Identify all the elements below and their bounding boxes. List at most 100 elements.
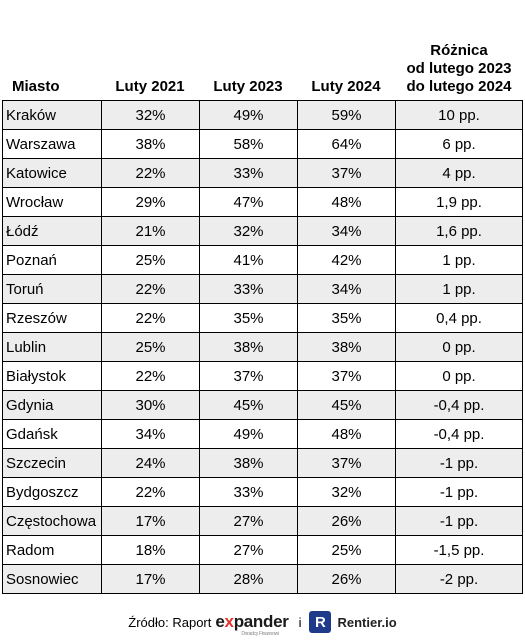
cell-city: Katowice: [2, 159, 102, 187]
cell-difference: -1 pp.: [396, 478, 523, 506]
cell-city: Szczecin: [2, 449, 102, 477]
cell-city: Toruń: [2, 275, 102, 303]
cell-city: Sosnowiec: [2, 565, 102, 593]
table-row: Bydgoszcz 22% 33% 32% -1 pp.: [2, 478, 523, 507]
cell-feb-2023: 33%: [200, 478, 298, 506]
cell-feb-2021: 22%: [102, 478, 200, 506]
cell-city: Lublin: [2, 333, 102, 361]
cell-difference: 0 pp.: [396, 333, 523, 361]
table-row: Katowice 22% 33% 37% 4 pp.: [2, 159, 523, 188]
table-row: Lublin 25% 38% 38% 0 pp.: [2, 333, 523, 362]
cell-difference: -1 pp.: [396, 507, 523, 535]
cell-feb-2024: 48%: [298, 420, 396, 448]
table-row: Białystok 22% 37% 37% 0 pp.: [2, 362, 523, 391]
cell-feb-2021: 34%: [102, 420, 200, 448]
cell-feb-2023: 45%: [200, 391, 298, 419]
header-feb-2021: Luty 2021: [115, 78, 185, 95]
cell-feb-2021: 30%: [102, 391, 200, 419]
table-row: Częstochowa 17% 27% 26% -1 pp.: [2, 507, 523, 536]
source-label: Źródło: Raport: [128, 614, 212, 630]
cell-feb-2024: 32%: [298, 478, 396, 506]
cell-feb-2024: 26%: [298, 565, 396, 593]
table-row: Radom 18% 27% 25% -1,5 pp.: [2, 536, 523, 565]
cell-difference: 0,4 pp.: [396, 304, 523, 332]
table-row: Gdynia 30% 45% 45% -0,4 pp.: [2, 391, 523, 420]
cell-feb-2024: 35%: [298, 304, 396, 332]
header-city: Miasto: [12, 78, 60, 95]
cell-difference: -1 pp.: [396, 449, 523, 477]
cell-difference: 6 pp.: [396, 130, 523, 158]
cell-feb-2021: 21%: [102, 217, 200, 245]
expander-logo-sub: Doradcy Finansowi: [241, 631, 279, 637]
expander-logo: expander Doradcy Finansowi: [215, 612, 289, 637]
cell-feb-2023: 49%: [200, 420, 298, 448]
cell-feb-2023: 27%: [200, 507, 298, 535]
cell-feb-2024: 37%: [298, 449, 396, 477]
rentier-logo-text: Rentier.io: [337, 614, 397, 630]
table-row: Gdańsk 34% 49% 48% -0,4 pp.: [2, 420, 523, 449]
cell-feb-2023: 38%: [200, 333, 298, 361]
cell-feb-2023: 41%: [200, 246, 298, 274]
cell-feb-2023: 32%: [200, 217, 298, 245]
cell-difference: 0 pp.: [396, 362, 523, 390]
header-difference-line2: od lutego 2023: [406, 60, 512, 77]
cell-city: Rzeszów: [2, 304, 102, 332]
table-row: Toruń 22% 33% 34% 1 pp.: [2, 275, 523, 304]
cell-feb-2024: 64%: [298, 130, 396, 158]
cell-feb-2024: 37%: [298, 159, 396, 187]
cell-feb-2021: 17%: [102, 507, 200, 535]
header-difference-line3: do lutego 2024: [406, 78, 512, 95]
cell-city: Gdynia: [2, 391, 102, 419]
table-header: Miasto Luty 2021 Luty 2023 Luty 2024 Róż…: [2, 0, 523, 100]
cell-city: Warszawa: [2, 130, 102, 158]
cell-city: Radom: [2, 536, 102, 564]
cell-city: Białystok: [2, 362, 102, 390]
table-row: Łódź 21% 32% 34% 1,6 pp.: [2, 217, 523, 246]
table-row: Warszawa 38% 58% 64% 6 pp.: [2, 130, 523, 159]
cell-difference: 4 pp.: [396, 159, 523, 187]
cell-feb-2021: 22%: [102, 275, 200, 303]
table-row: Wrocław 29% 47% 48% 1,9 pp.: [2, 188, 523, 217]
cell-difference: 1,9 pp.: [396, 188, 523, 216]
cell-feb-2021: 38%: [102, 130, 200, 158]
cell-feb-2021: 29%: [102, 188, 200, 216]
cell-feb-2023: 37%: [200, 362, 298, 390]
cell-feb-2023: 33%: [200, 275, 298, 303]
cell-city: Bydgoszcz: [2, 478, 102, 506]
cell-feb-2023: 35%: [200, 304, 298, 332]
cell-feb-2024: 34%: [298, 217, 396, 245]
cell-feb-2023: 49%: [200, 101, 298, 129]
cell-feb-2021: 22%: [102, 304, 200, 332]
cell-feb-2021: 24%: [102, 449, 200, 477]
cell-feb-2024: 42%: [298, 246, 396, 274]
cell-city: Wrocław: [2, 188, 102, 216]
table-row: Sosnowiec 17% 28% 26% -2 pp.: [2, 565, 523, 594]
cell-difference: -2 pp.: [396, 565, 523, 593]
cell-feb-2024: 45%: [298, 391, 396, 419]
cell-feb-2021: 25%: [102, 246, 200, 274]
cell-city: Gdańsk: [2, 420, 102, 448]
data-table: Kraków 32% 49% 59% 10 pp. Warszawa 38% 58% 64% 6 …: [2, 100, 523, 594]
cell-difference: 1,6 pp.: [396, 217, 523, 245]
rentier-logo-icon: R: [309, 611, 332, 633]
cell-feb-2021: 17%: [102, 565, 200, 593]
header-feb-2024: Luty 2024: [311, 78, 381, 95]
cell-difference: -1,5 pp.: [396, 536, 523, 564]
cell-feb-2021: 32%: [102, 101, 200, 129]
source-footer: Źródło: Raport expander Doradcy Finansow…: [0, 604, 525, 640]
cell-difference: 1 pp.: [396, 246, 523, 274]
cell-city: Kraków: [2, 101, 102, 129]
cell-feb-2023: 47%: [200, 188, 298, 216]
cell-feb-2024: 48%: [298, 188, 396, 216]
cell-difference: 1 pp.: [396, 275, 523, 303]
cell-city: Częstochowa: [2, 507, 102, 535]
cell-city: Poznań: [2, 246, 102, 274]
cell-feb-2021: 18%: [102, 536, 200, 564]
table-row: Poznań 25% 41% 42% 1 pp.: [2, 246, 523, 275]
cell-feb-2021: 22%: [102, 362, 200, 390]
source-conjunction: i: [298, 614, 302, 630]
cell-feb-2021: 22%: [102, 159, 200, 187]
cell-feb-2023: 28%: [200, 565, 298, 593]
cell-feb-2024: 37%: [298, 362, 396, 390]
